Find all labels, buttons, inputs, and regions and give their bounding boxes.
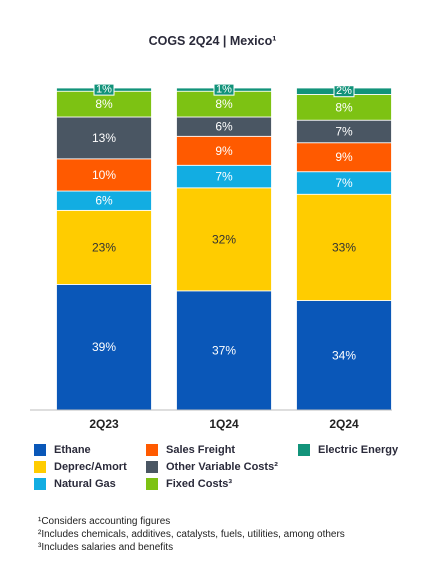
bar-sales-freight-2q24 xyxy=(296,142,392,173)
data-label-sales-freight-1q24: 9% xyxy=(215,144,233,158)
legend-swatch-deprec-amort xyxy=(34,461,46,473)
data-label-fixed-costs-2q24: 8% xyxy=(335,100,353,114)
data-label-other-variable-costs-1q24: 6% xyxy=(215,120,233,134)
legend-label-electric-energy: Electric Energy xyxy=(318,444,399,456)
data-label-deprec-amort-1q24: 32% xyxy=(212,232,236,246)
bar-deprec-amort-2q23 xyxy=(56,209,152,285)
data-label-box-electric-energy-1q24 xyxy=(213,83,235,96)
legend-swatch-sales-freight xyxy=(146,444,158,456)
bar-ethane-1q24 xyxy=(176,290,272,411)
legend-label-sales-freight: Sales Freight xyxy=(166,444,236,456)
footnote-1: ¹Considers accounting figures xyxy=(38,516,171,527)
bar-deprec-amort-2q24 xyxy=(296,193,392,301)
legend-item-electric-energy: Electric Energy xyxy=(298,444,398,456)
data-label-ethane-2q24: 34% xyxy=(332,348,356,362)
bar-fixed-costs-2q24 xyxy=(296,94,392,121)
category-label-2q23: 2Q23 xyxy=(89,417,119,431)
legend-item-ethane: Ethane xyxy=(34,444,91,456)
data-label-box-electric-energy-2q24 xyxy=(333,85,355,98)
legend-swatch-fixed-costs xyxy=(146,478,158,490)
data-label-fixed-costs-2q23: 8% xyxy=(95,97,113,111)
data-label-other-variable-costs-2q24: 7% xyxy=(335,124,353,138)
data-label-sales-freight-2q23: 10% xyxy=(92,168,116,182)
footnote-2: ²Includes chemicals, additives, catalyst… xyxy=(38,529,345,540)
legend-label-fixed-costs: Fixed Costs³ xyxy=(166,478,233,490)
legend-item-natural-gas: Natural Gas xyxy=(34,478,116,490)
data-label-fixed-costs-1q24: 8% xyxy=(215,97,233,111)
bar-ethane-2q23 xyxy=(56,284,152,411)
chart-title: COGS 2Q24 | Mexico¹ xyxy=(148,34,277,48)
data-label-deprec-amort-2q23: 23% xyxy=(92,240,116,254)
data-label-electric-energy-2q24: 2% xyxy=(336,85,352,97)
data-label-natural-gas-1q24: 7% xyxy=(215,170,233,184)
legend-item-fixed-costs: Fixed Costs³ xyxy=(146,478,232,490)
category-labels: 2Q23 1Q24 2Q24 xyxy=(89,417,359,431)
legend-item-other-variable-costs: Other Variable Costs² xyxy=(146,461,278,473)
legend-swatch-natural-gas xyxy=(34,478,46,490)
bar-other-variable-costs-2q23 xyxy=(56,116,152,160)
data-label-electric-energy-2q23: 1% xyxy=(96,84,112,96)
bar-sales-freight-2q23 xyxy=(56,158,152,192)
data-label-sales-freight-2q24: 9% xyxy=(335,150,353,164)
bars-group: 39%23%6%10%13%8%1%37%32%7%9%6%8%1%34%33%… xyxy=(56,83,392,411)
footnote-3: ³Includes salaries and benefits xyxy=(38,542,174,553)
legend-label-other-variable-costs: Other Variable Costs² xyxy=(166,461,278,473)
data-label-box-electric-energy-2q23 xyxy=(93,83,115,96)
data-label-electric-energy-1q24: 1% xyxy=(216,84,232,96)
stacked-bar-chart: 39%23%6%10%13%8%1%37%32%7%9%6%8%1%34%33%… xyxy=(30,83,392,431)
legend-swatch-other-variable-costs xyxy=(146,461,158,473)
category-label-1q24: 1Q24 xyxy=(209,417,239,431)
category-label-2q24: 2Q24 xyxy=(329,417,359,431)
data-label-natural-gas-2q23: 6% xyxy=(95,194,113,208)
legend-item-sales-freight: Sales Freight xyxy=(146,444,235,456)
legend-label-ethane: Ethane xyxy=(54,444,91,456)
data-label-deprec-amort-2q24: 33% xyxy=(332,240,356,254)
legend-label-deprec-amort: Deprec/Amort xyxy=(54,461,127,473)
footnotes: ¹Considers accounting figures ²Includes c… xyxy=(38,515,418,554)
data-label-natural-gas-2q24: 7% xyxy=(335,176,353,190)
legend-swatch-electric-energy xyxy=(298,444,310,456)
data-label-other-variable-costs-2q23: 13% xyxy=(92,131,116,145)
data-label-ethane-1q24: 37% xyxy=(212,343,236,357)
legend-label-natural-gas: Natural Gas xyxy=(54,478,116,490)
data-label-ethane-2q23: 39% xyxy=(92,340,116,354)
legend-item-deprec-amort: Deprec/Amort xyxy=(34,461,127,473)
legend-swatch-ethane xyxy=(34,444,46,456)
